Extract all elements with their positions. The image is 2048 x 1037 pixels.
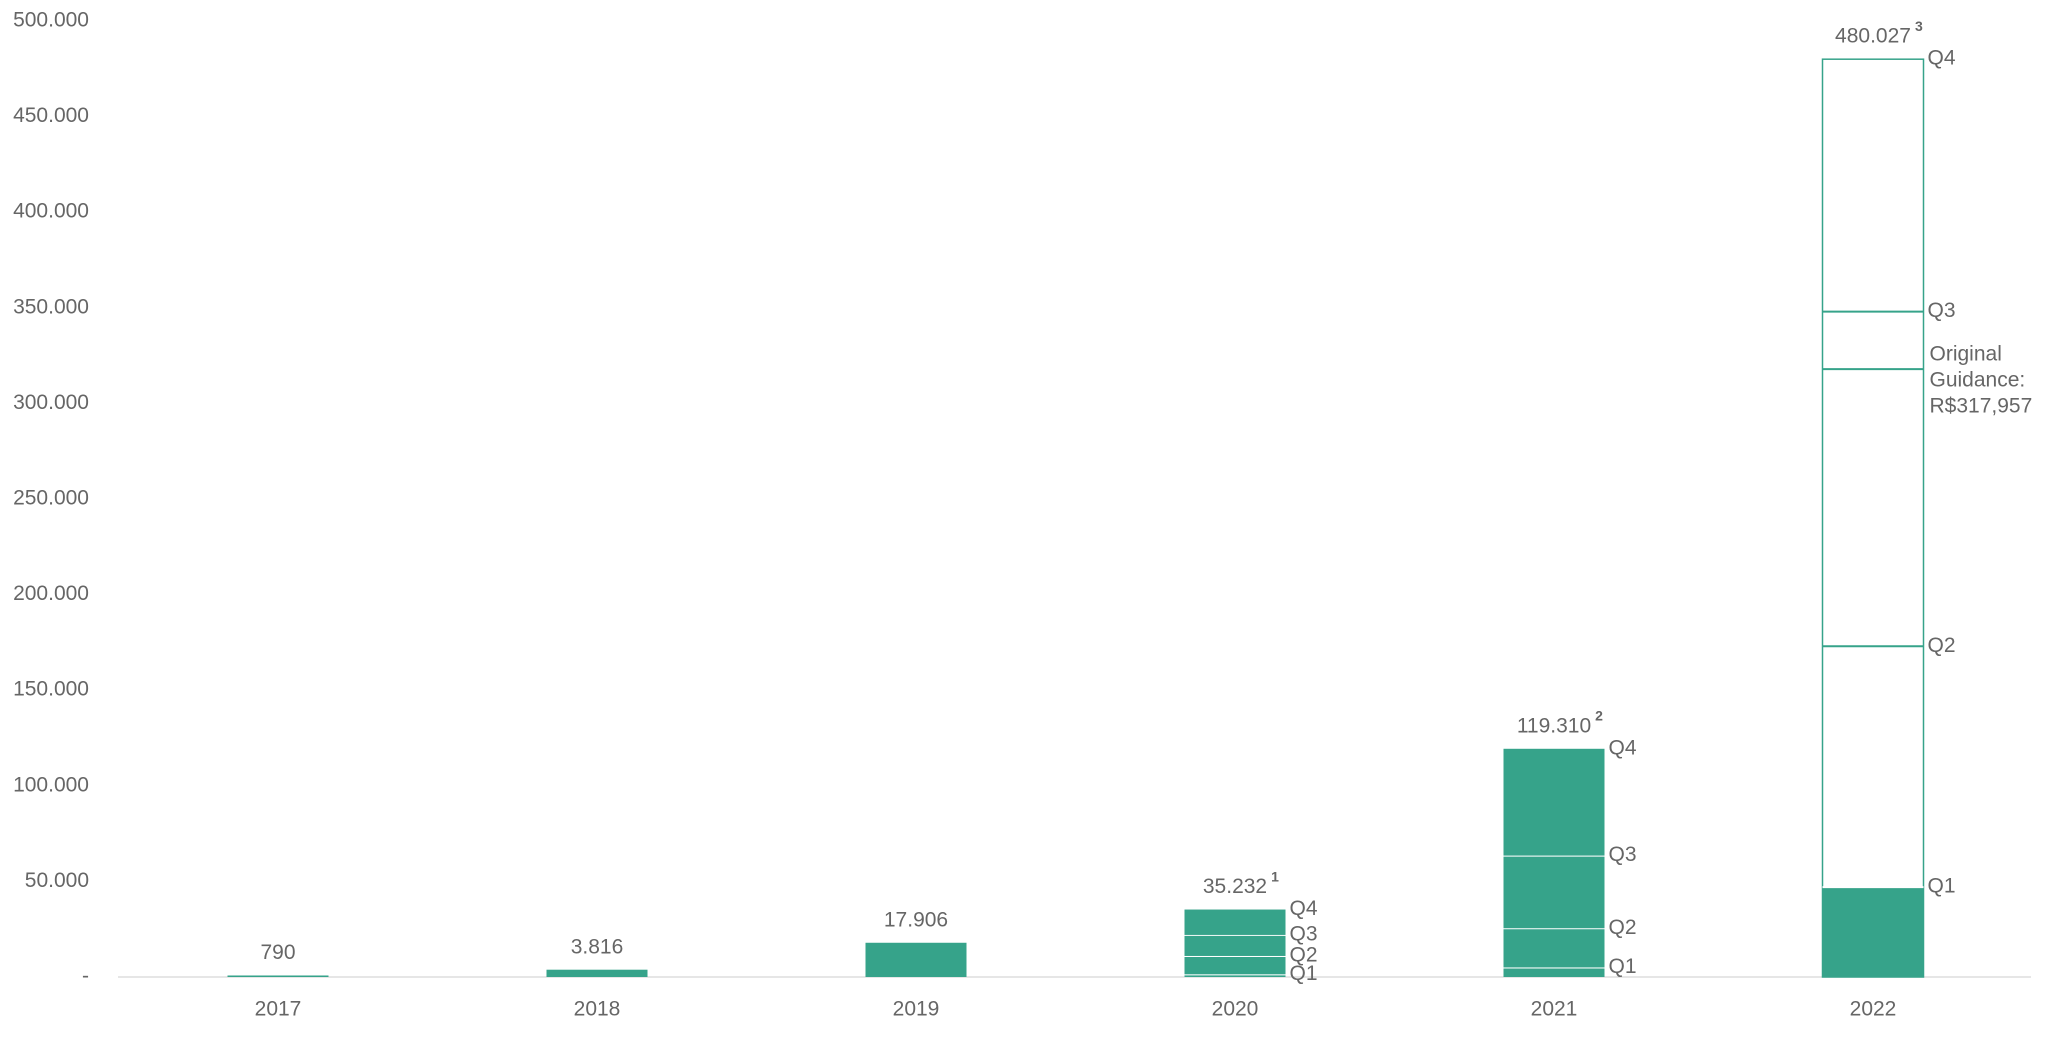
- quarter-segment: [1822, 887, 1924, 977]
- guidance-label: Original: [1930, 343, 2002, 366]
- footnote-marker: 1: [1271, 868, 1279, 884]
- guidance-label: R$317,957: [1930, 395, 2033, 418]
- quarter-label: Q3: [1609, 843, 1637, 866]
- bar: [1821, 58, 1925, 978]
- x-tick-label: 2020: [1212, 998, 1259, 1021]
- quarter-segment: [1184, 974, 1286, 977]
- y-tick-label: 100.000: [13, 773, 89, 796]
- y-tick-label: 400.000: [13, 200, 89, 223]
- y-tick-label: -: [82, 965, 89, 988]
- value-label: 790: [260, 941, 295, 964]
- quarter-label: Q4: [1928, 47, 1956, 70]
- y-tick-label: 250.000: [13, 487, 89, 510]
- quarter-segment: [1184, 934, 1286, 956]
- y-tick-label: 500.000: [13, 9, 89, 32]
- x-tick-label: 2018: [574, 998, 621, 1021]
- y-tick-label: 300.000: [13, 391, 89, 414]
- quarter-segment: [1503, 855, 1605, 929]
- x-tick-label: 2021: [1531, 998, 1578, 1021]
- quarter-label: Q4: [1290, 897, 1318, 920]
- quarter-label: Q1: [1290, 962, 1318, 985]
- quarter-label: Q2: [1290, 944, 1318, 967]
- value-label: 35.232: [1203, 875, 1267, 898]
- y-tick-label: 450.000: [13, 104, 89, 127]
- value-label: 3.816: [571, 935, 624, 958]
- value-label: 119.310: [1517, 714, 1591, 737]
- bar: [865, 942, 967, 977]
- quarter-label: Q2: [1928, 634, 1956, 657]
- quarter-label: Q3: [1290, 922, 1318, 945]
- quarter-segment: [1503, 928, 1605, 968]
- quarter-segment: [1503, 748, 1605, 856]
- y-tick-label: 150.000: [13, 678, 89, 701]
- guidance-label: Guidance:: [1930, 369, 2026, 392]
- quarter-label: Q3: [1928, 299, 1956, 322]
- bar: [227, 975, 329, 977]
- x-tick-label: 2022: [1850, 998, 1897, 1021]
- bar: [546, 969, 648, 977]
- value-label: 480.027: [1835, 25, 1911, 48]
- quarter-label: Q1: [1928, 875, 1956, 898]
- footnote-marker: 3: [1915, 18, 1923, 34]
- x-tick-label: 2019: [893, 998, 940, 1021]
- quarter-label: Q2: [1609, 916, 1637, 939]
- quarter-segment: [1184, 909, 1286, 935]
- quarter-label: Q1: [1609, 955, 1637, 978]
- y-tick-label: 200.000: [13, 582, 89, 605]
- y-tick-label: 350.000: [13, 295, 89, 318]
- quarter-label: Q4: [1609, 736, 1637, 759]
- y-tick-label: 50.000: [25, 869, 89, 892]
- quarter-segment: [1184, 955, 1286, 975]
- footnote-marker: 2: [1595, 708, 1603, 724]
- quarter-segment: [1503, 967, 1605, 977]
- value-label: 17.906: [884, 908, 948, 931]
- x-tick-label: 2017: [255, 998, 302, 1021]
